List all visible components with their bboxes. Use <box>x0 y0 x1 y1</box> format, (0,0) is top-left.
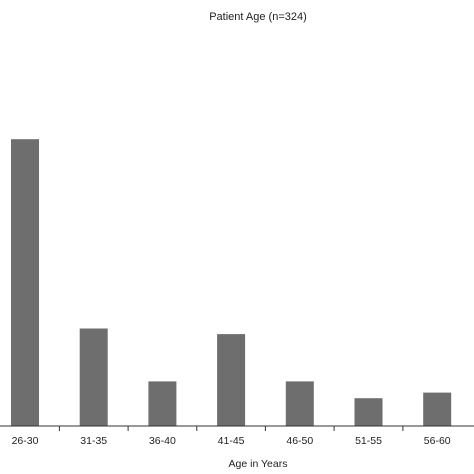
bar-41-45 <box>217 334 246 426</box>
chart-title: Patient Age (n=324) <box>209 11 307 23</box>
bar-51-55 <box>354 398 383 426</box>
x-tick-label: 31-35 <box>80 435 107 447</box>
x-axis-label: Age in Years <box>229 458 288 470</box>
x-tick-label: 36-40 <box>149 435 176 447</box>
x-tick-label: 51-55 <box>355 435 382 447</box>
bar-46-50 <box>285 381 314 426</box>
bar-36-40 <box>148 381 177 426</box>
bar-56-60 <box>423 392 452 426</box>
x-ticks-group <box>58 426 404 431</box>
bars-group <box>11 139 452 426</box>
bar-31-35 <box>79 328 108 426</box>
x-tick-label: 26-30 <box>12 435 39 447</box>
x-tick-label: 41-45 <box>218 435 245 447</box>
x-tick-label: 56-60 <box>424 435 451 447</box>
x-tick-label: 46-50 <box>286 435 313 447</box>
x-tick-labels-group: 26-30 31-35 36-40 41-45 46-50 51-55 56-60 <box>12 435 451 447</box>
bar-26-30 <box>11 139 39 426</box>
